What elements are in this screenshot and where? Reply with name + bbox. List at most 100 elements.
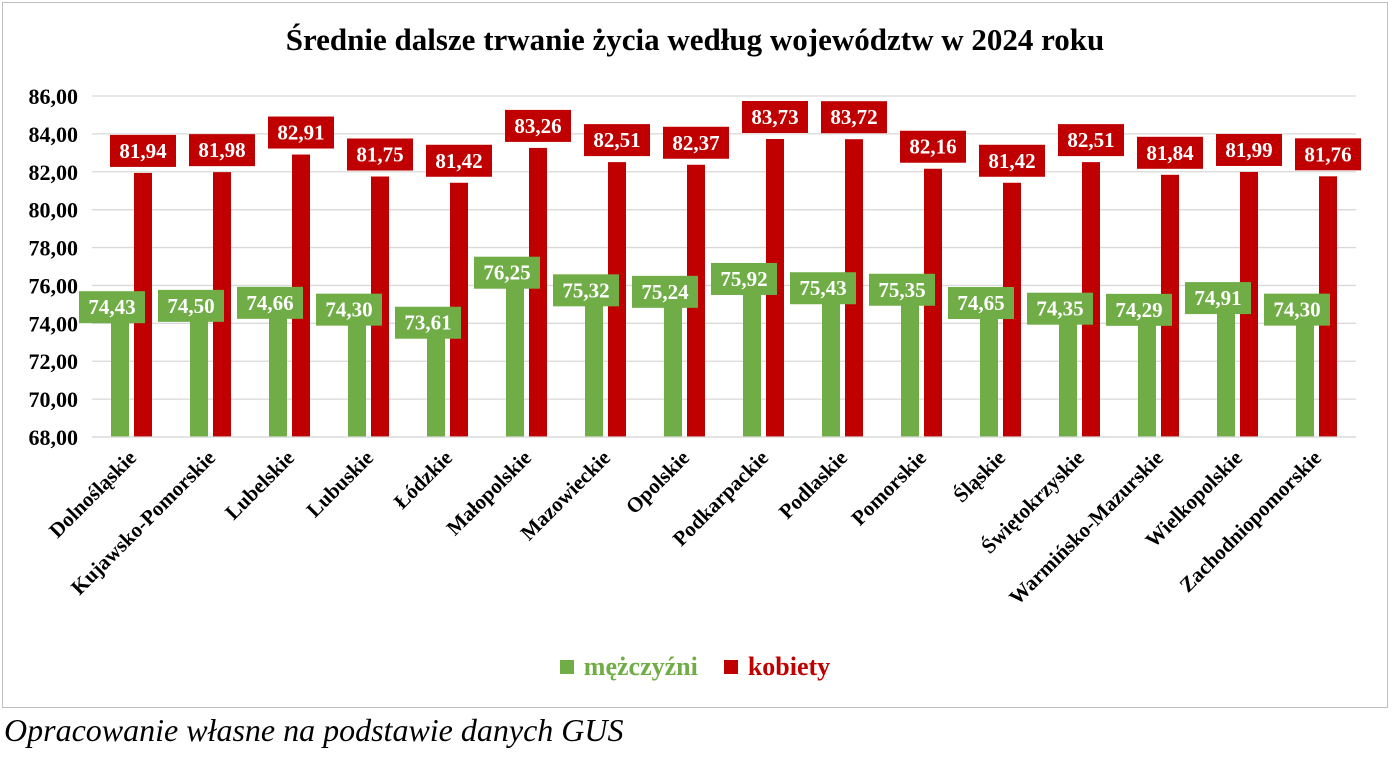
data-label-men: 74,66 xyxy=(246,291,293,315)
data-label-women: 81,98 xyxy=(198,138,245,162)
bar-men xyxy=(269,310,287,437)
data-label-box-women xyxy=(426,144,492,177)
data-label-men: 73,61 xyxy=(404,311,451,335)
data-label-men: 75,43 xyxy=(799,276,846,300)
legend: mężczyźni kobiety xyxy=(0,652,1390,682)
bar-men xyxy=(506,280,524,437)
y-tick-label: 76,00 xyxy=(29,273,79,298)
y-tick-label: 84,00 xyxy=(29,122,79,147)
data-label-men: 74,30 xyxy=(1273,298,1320,322)
data-label-box-men xyxy=(790,272,856,305)
y-tick-label: 68,00 xyxy=(29,425,79,450)
data-label-box-men xyxy=(948,287,1014,320)
bar-women xyxy=(529,147,547,437)
bar-men xyxy=(980,311,998,437)
data-label-women: 82,91 xyxy=(277,121,324,145)
legend-label-women: kobiety xyxy=(747,652,831,681)
data-label-women: 81,76 xyxy=(1304,142,1351,166)
data-label-box-women xyxy=(505,109,571,142)
x-tick-label: Łódzkie xyxy=(389,446,457,514)
data-label-box-men xyxy=(395,306,461,339)
x-tick-label: Kujawsko-Pomorskie xyxy=(66,446,220,600)
data-label-box-women xyxy=(742,101,808,134)
data-label-women: 81,84 xyxy=(1146,141,1194,165)
x-tick-label: Zachodniopomorskie xyxy=(1175,446,1326,597)
data-label-men: 75,32 xyxy=(562,278,609,302)
data-label-box-women xyxy=(110,134,176,167)
legend-swatch-women xyxy=(723,660,738,674)
data-label-men: 74,43 xyxy=(88,295,135,319)
data-label-box-women xyxy=(584,124,650,157)
y-tick-label: 86,00 xyxy=(29,84,79,109)
data-label-women: 81,42 xyxy=(988,149,1035,173)
data-label-men: 74,30 xyxy=(325,298,372,322)
data-label-box-men xyxy=(316,293,382,326)
data-label-women: 82,16 xyxy=(909,135,956,159)
data-label-women: 81,75 xyxy=(356,143,403,167)
bar-men xyxy=(348,317,366,437)
data-label-box-women xyxy=(979,144,1045,177)
bar-men xyxy=(743,286,761,437)
legend-item-women: kobiety xyxy=(723,652,831,682)
data-label-box-women xyxy=(1216,133,1282,166)
data-label-box-men xyxy=(1264,293,1330,326)
data-label-box-women xyxy=(1295,138,1361,171)
y-tick-label: 78,00 xyxy=(29,236,79,261)
source-note: Opracowanie własne na podstawie danych G… xyxy=(4,712,624,748)
data-label-box-men xyxy=(869,273,935,306)
data-label-box-women xyxy=(1058,124,1124,157)
data-label-men: 75,24 xyxy=(641,280,689,304)
data-label-box-men xyxy=(632,275,698,308)
data-label-box-men xyxy=(79,291,145,324)
data-label-box-women xyxy=(900,130,966,163)
data-label-women: 82,51 xyxy=(1067,128,1114,152)
x-tick-label: Podlaskie xyxy=(774,446,852,524)
data-label-box-women xyxy=(347,138,413,171)
bar-men xyxy=(111,315,129,437)
data-label-men: 75,35 xyxy=(878,278,925,302)
data-label-women: 83,26 xyxy=(514,114,561,138)
data-label-women: 81,99 xyxy=(1225,138,1272,162)
data-label-women: 83,72 xyxy=(830,105,877,129)
data-label-box-men xyxy=(158,289,224,322)
x-tick-label: Lubuskie xyxy=(302,446,378,522)
bar-men xyxy=(822,296,840,437)
data-label-women: 81,42 xyxy=(435,149,482,173)
legend-swatch-men xyxy=(559,660,574,674)
data-label-men: 74,35 xyxy=(1036,297,1083,321)
data-label-women: 82,51 xyxy=(593,128,640,152)
data-label-men: 74,50 xyxy=(167,294,214,318)
data-label-box-men xyxy=(1185,282,1251,315)
data-label-women: 81,94 xyxy=(119,139,167,163)
bar-men xyxy=(901,297,919,437)
data-label-box-women xyxy=(1137,136,1203,169)
y-tick-label: 70,00 xyxy=(29,387,79,412)
data-label-women: 82,37 xyxy=(672,131,719,155)
data-label-men: 74,65 xyxy=(957,291,1004,315)
data-label-men: 74,91 xyxy=(1194,286,1241,310)
x-tick-label: Lubelskie xyxy=(220,446,299,525)
data-label-box-men xyxy=(474,256,540,289)
data-label-women: 83,73 xyxy=(751,105,798,129)
y-tick-label: 72,00 xyxy=(29,349,79,374)
y-tick-label: 80,00 xyxy=(29,198,79,223)
data-label-box-men xyxy=(1027,292,1093,325)
bar-men xyxy=(1217,306,1235,437)
bar-men xyxy=(664,299,682,437)
bar-chart: 68,00 70,00 72,00 74,00 76,00 78,00 80,00 82,00… xyxy=(29,84,1361,609)
data-label-box-men xyxy=(237,286,303,319)
data-label-box-men xyxy=(1106,293,1172,326)
x-tick-label: Opolskie xyxy=(621,446,694,519)
bar-men xyxy=(1296,317,1314,437)
chart-title: Średnie dalsze trwanie życia według woje… xyxy=(285,22,1105,57)
x-tick-label: Pomorskie xyxy=(846,446,931,531)
y-tick-label: 82,00 xyxy=(29,160,79,185)
data-label-men: 74,29 xyxy=(1115,298,1162,322)
data-label-men: 75,92 xyxy=(720,267,767,291)
data-label-box-women xyxy=(189,134,255,167)
bar-men xyxy=(427,330,445,437)
legend-item-men: mężczyźni xyxy=(559,652,698,682)
data-label-box-women xyxy=(268,116,334,149)
bar-men xyxy=(585,298,603,437)
data-label-box-men xyxy=(711,262,777,295)
